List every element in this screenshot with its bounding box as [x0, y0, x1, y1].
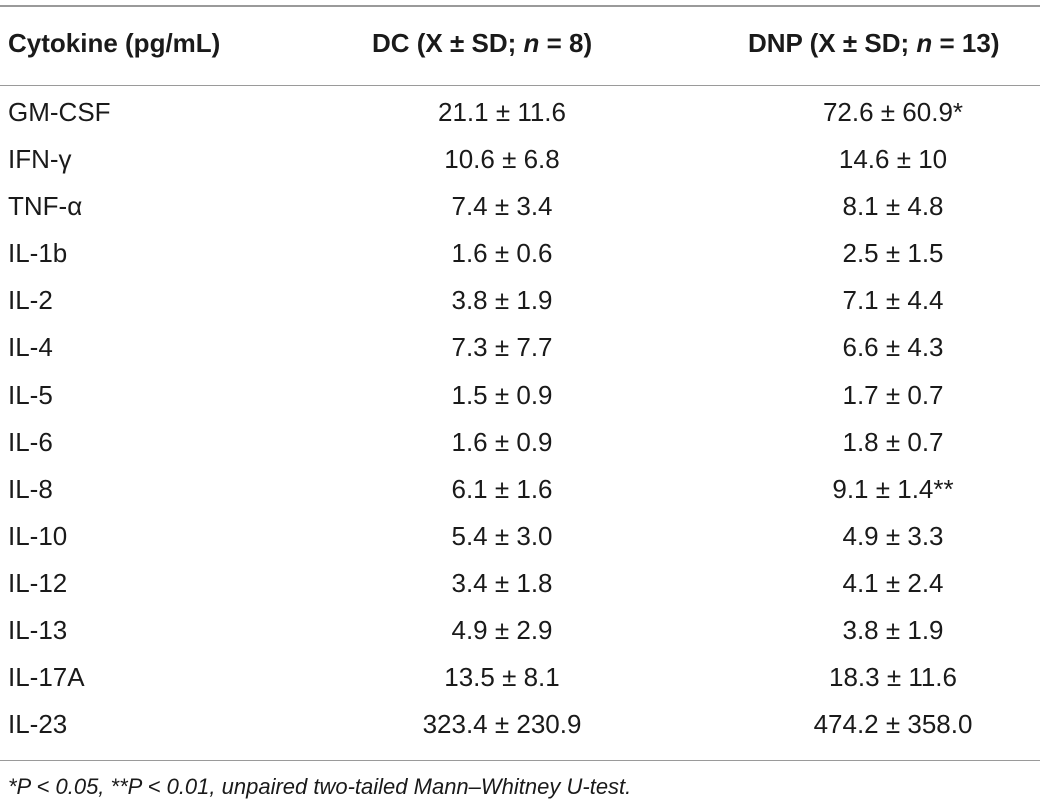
cell-dc: 3.8 ± 1.9	[451, 285, 553, 316]
cell-dc: 10.6 ± 6.8	[444, 144, 560, 175]
cell-dnp: 1.7 ± 0.7	[842, 379, 944, 410]
cell-cytokine: IL-6	[8, 426, 53, 457]
table-bottom-rule	[0, 760, 1040, 761]
cell-dc: 4.9 ± 2.9	[451, 615, 553, 646]
cell-dnp: 6.6 ± 4.3	[842, 332, 944, 363]
table-row: IL-5 1.5 ± 0.9 1.7 ± 0.7	[0, 372, 1040, 419]
cell-dnp: 4.9 ± 3.3	[842, 520, 944, 551]
cell-dc: 21.1 ± 11.6	[438, 97, 566, 127]
table-row: IL-12 3.4 ± 1.8 4.1 ± 2.4	[0, 560, 1040, 607]
cell-dc: 13.5 ± 8.1	[444, 662, 560, 693]
cell-dnp: 18.3 ± 11.6	[829, 662, 957, 693]
cell-cytokine: IL-5	[8, 379, 53, 410]
cell-dnp: 4.1 ± 2.4	[842, 567, 944, 598]
table-row: IL-8 6.1 ± 1.6 9.1 ± 1.4**	[0, 466, 1040, 513]
header-dnp-n: n	[916, 28, 933, 58]
cell-dnp: 3.8 ± 1.9	[842, 615, 944, 646]
cell-dnp: 72.6 ± 60.9*	[822, 97, 964, 127]
cell-dnp: 9.1 ± 1.4**	[832, 473, 954, 504]
cell-cytokine: IL-12	[8, 567, 68, 598]
cell-cytokine: TNF-α	[8, 191, 83, 222]
table-row: TNF-α 7.4 ± 3.4 8.1 ± 4.8	[0, 183, 1040, 230]
cell-cytokine: IL-23	[8, 709, 68, 740]
table-row: IL-4 7.3 ± 7.7 6.6 ± 4.3	[0, 324, 1040, 371]
cell-dc: 7.4 ± 3.4	[451, 191, 553, 222]
cell-dnp: 8.1 ± 4.8	[842, 191, 944, 222]
header-cytokine: Cytokine (pg/mL)	[8, 28, 221, 58]
cell-dnp: 2.5 ± 1.5	[842, 238, 944, 269]
table-body: GM-CSF 21.1 ± 11.6 72.6 ± 60.9* IFN-γ 10.6 …	[0, 89, 1040, 748]
cell-dc: 1.5 ± 0.9	[451, 379, 553, 410]
cell-dc: 5.4 ± 3.0	[451, 520, 553, 551]
cell-cytokine: IL-2	[8, 285, 53, 316]
cell-dc: 7.3 ± 7.7	[451, 332, 553, 363]
header-dnp-post: = 13)	[932, 28, 1000, 58]
cell-dc: 1.6 ± 0.9	[451, 426, 553, 457]
cell-cytokine: GM-CSF	[8, 97, 111, 127]
table-row: IL-6 1.6 ± 0.9 1.8 ± 0.7	[0, 419, 1040, 466]
cell-cytokine: IL-17A	[8, 662, 85, 693]
table-row: IL-2 3.8 ± 1.9 7.1 ± 4.4	[0, 277, 1040, 324]
cell-dnp: 1.8 ± 0.7	[842, 426, 944, 457]
table-row: IL-23 323.4 ± 230.9 474.2 ± 358.0	[0, 701, 1040, 748]
cell-dc: 6.1 ± 1.6	[451, 473, 553, 504]
cell-cytokine: IL-4	[8, 332, 53, 363]
cell-dnp: 14.6 ± 10	[838, 144, 948, 175]
cell-dnp: 474.2 ± 358.0	[813, 709, 973, 740]
cell-dc: 3.4 ± 1.8	[451, 567, 553, 598]
table-row: IL-17A 13.5 ± 8.1 18.3 ± 11.6	[0, 654, 1040, 701]
header-dc-post: = 8)	[539, 28, 593, 58]
table-footnote: *P < 0.05, **P < 0.01, unpaired two-tail…	[8, 774, 632, 799]
table-row: GM-CSF 21.1 ± 11.6 72.6 ± 60.9*	[0, 89, 1040, 136]
header-dnp-pre: DNP (X ± SD;	[748, 28, 917, 58]
cell-dc: 323.4 ± 230.9	[422, 709, 582, 740]
cell-cytokine: IL-8	[8, 473, 53, 504]
table-header-rule	[0, 85, 1040, 86]
cell-dnp: 7.1 ± 4.4	[842, 285, 944, 316]
cell-cytokine: IFN-γ	[8, 144, 72, 175]
table-row: IFN-γ 10.6 ± 6.8 14.6 ± 10	[0, 136, 1040, 183]
table-row: IL-13 4.9 ± 2.9 3.8 ± 1.9	[0, 607, 1040, 654]
cell-cytokine: IL-1b	[8, 238, 68, 269]
header-dc: DC (X ± SD; n = 8)	[372, 28, 592, 59]
cell-cytokine: IL-13	[8, 615, 68, 646]
header-dc-n: n	[523, 28, 540, 58]
table-row: IL-10 5.4 ± 3.0 4.9 ± 3.3	[0, 513, 1040, 560]
table-row: IL-1b 1.6 ± 0.6 2.5 ± 1.5	[0, 230, 1040, 277]
cell-dc: 1.6 ± 0.6	[451, 238, 553, 269]
cell-cytokine: IL-10	[8, 520, 68, 551]
table-top-rule	[0, 5, 1040, 7]
header-dc-pre: DC (X ± SD;	[372, 28, 524, 58]
header-dnp: DNP (X ± SD; n = 13)	[748, 28, 999, 59]
